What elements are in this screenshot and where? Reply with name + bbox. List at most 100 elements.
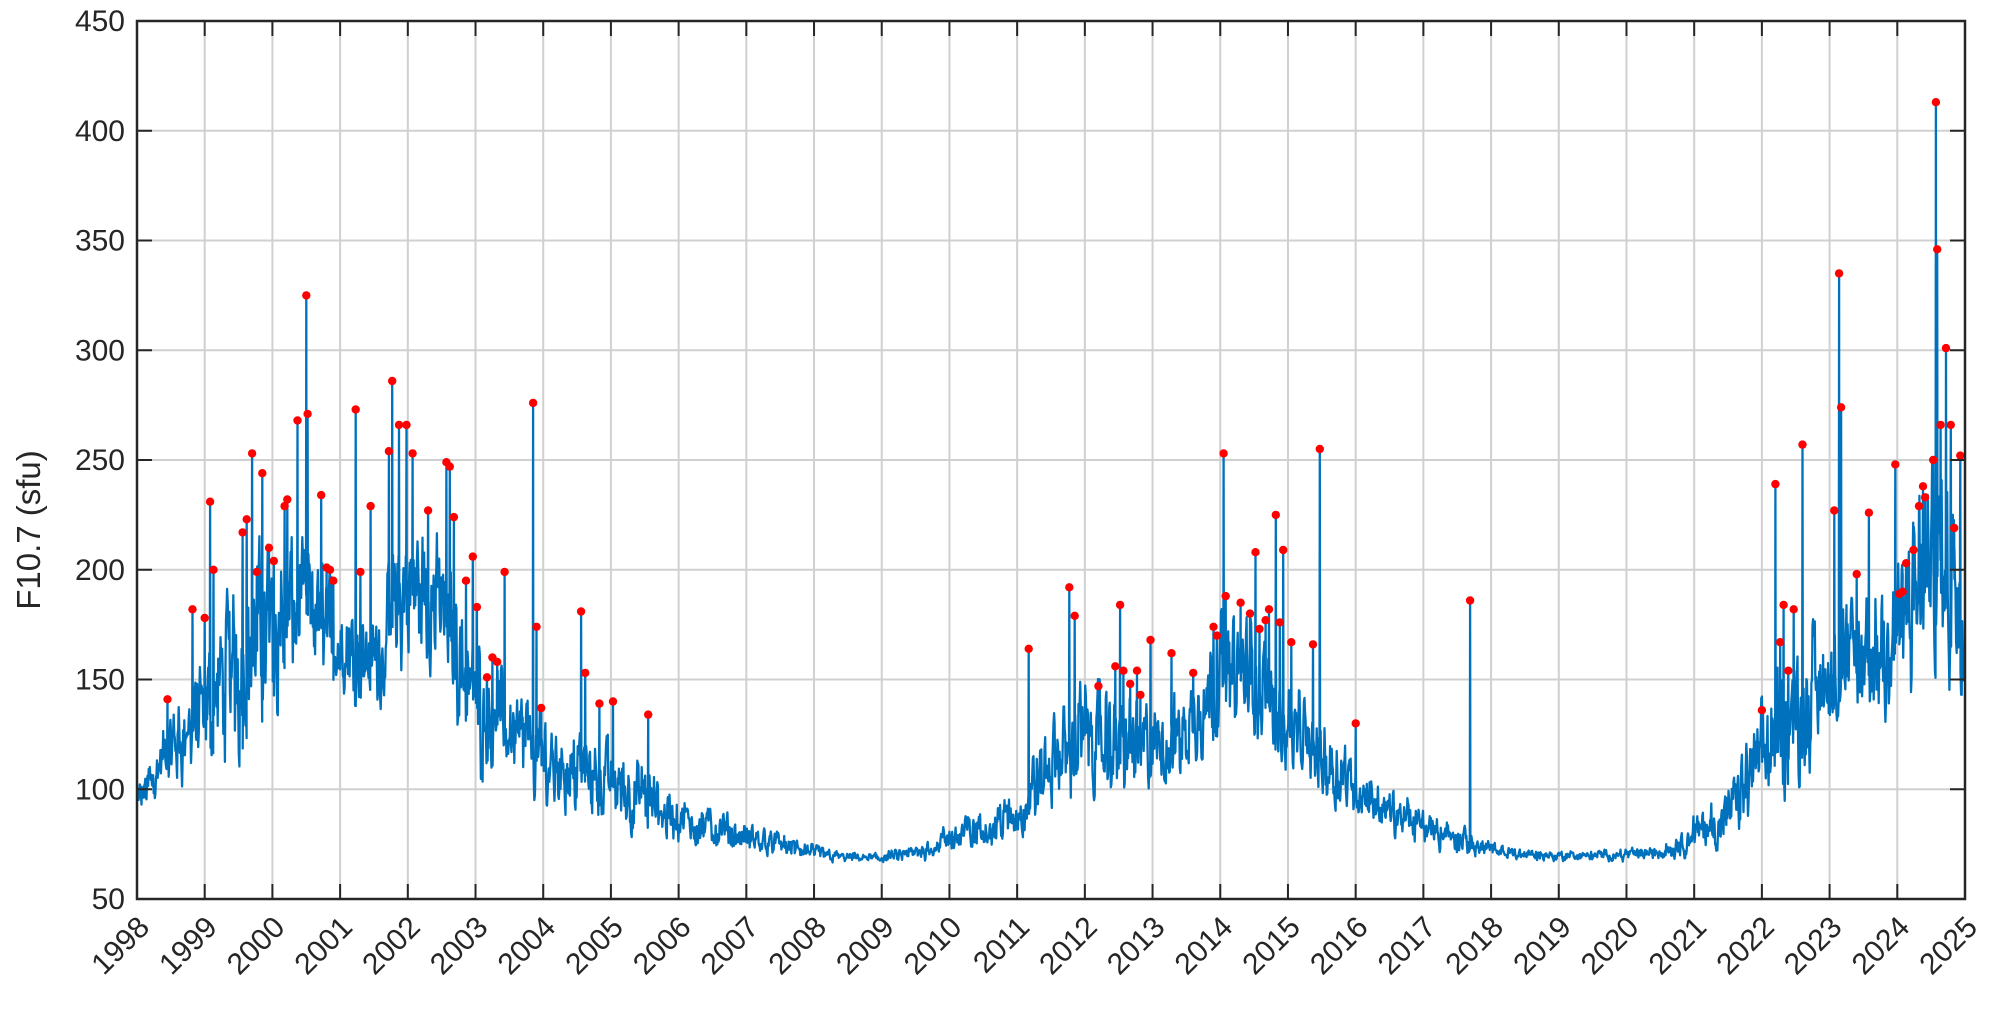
peak-marker (423, 506, 433, 515)
peak-marker (200, 613, 209, 623)
peak-marker (329, 576, 338, 585)
peak-marker (303, 409, 312, 419)
peak-marker (408, 449, 417, 458)
y-tick-label: 250 (75, 444, 125, 477)
peak-marker (1798, 440, 1807, 449)
peak-marker (581, 668, 590, 678)
peak-marker (1918, 482, 1928, 491)
plot-area (136, 98, 1966, 864)
peak-marker (1931, 98, 1941, 107)
peak-marker (1245, 609, 1255, 618)
peak-marker (493, 657, 502, 667)
peak-marker (576, 607, 586, 616)
peak-marker (1136, 690, 1145, 700)
peak-marker (1308, 640, 1318, 649)
peak-marker (1111, 662, 1120, 671)
y-tick-label: 150 (75, 664, 125, 697)
peak-marker (163, 695, 172, 704)
peak-marker (1946, 420, 1956, 430)
peak-marker (1956, 451, 1965, 460)
peak-marker (1119, 666, 1128, 675)
peak-marker (1757, 706, 1767, 715)
peak-marker (325, 565, 335, 574)
peak-marker (482, 673, 492, 682)
peak-marker (608, 697, 618, 706)
peak-marker (247, 449, 257, 458)
peak-marker (402, 420, 411, 430)
peak-marker (1936, 420, 1945, 430)
peak-marker (238, 528, 247, 537)
peak-marker (1132, 666, 1142, 675)
peak-marker (317, 490, 326, 500)
peak-marker (1914, 501, 1924, 511)
peak-marker (1146, 635, 1155, 645)
peak-marker (269, 556, 278, 566)
peak-marker (242, 515, 251, 524)
peak-marker (1115, 600, 1125, 610)
peak-marker (1219, 449, 1228, 458)
axes (135, 19, 1967, 901)
peak-marker (472, 602, 482, 612)
peak-marker (388, 376, 397, 386)
peak-marker (384, 447, 394, 456)
peak-marker (532, 622, 541, 631)
y-tick-label: 100 (75, 773, 125, 806)
peak-marker (449, 512, 459, 522)
peak-marker (500, 567, 509, 577)
peak-marker (1830, 506, 1839, 515)
peak-marker (252, 567, 261, 577)
peak-marker (283, 495, 292, 504)
peak-marker (1189, 668, 1198, 678)
peak-marker (1920, 493, 1930, 502)
peak-marker (468, 552, 477, 561)
peak-marker (1771, 479, 1780, 489)
peak-marker (1852, 569, 1861, 579)
peak-marker (1167, 649, 1176, 658)
peak-marker (528, 398, 538, 408)
peak-marker (1909, 545, 1918, 555)
y-tick-label: 300 (75, 334, 125, 367)
y-tick-label: 350 (75, 225, 125, 258)
peak-marker (1126, 679, 1135, 689)
peak-marker (644, 710, 653, 719)
peak-marker (595, 699, 604, 708)
peak-marker (356, 567, 365, 577)
peak-marker (302, 291, 311, 300)
peak-marker (1836, 403, 1846, 412)
peak-marker (1094, 681, 1103, 691)
peak-marker (209, 565, 218, 574)
peak-marker (1261, 616, 1270, 625)
peak-marker (264, 543, 274, 552)
peak-marker (1279, 545, 1288, 555)
peak-marker (1933, 245, 1942, 254)
peak-marker (258, 469, 267, 478)
peak-marker (1465, 596, 1475, 605)
peak-marker (1776, 638, 1785, 647)
peak-marker (293, 416, 302, 425)
peak-marker (445, 462, 454, 471)
peak-marker (1929, 455, 1938, 465)
series-line (136, 101, 1966, 864)
peak-marker (1264, 605, 1274, 614)
y-tick-label: 50 (92, 883, 125, 916)
peak-marker (537, 703, 546, 713)
axes-frame (135, 19, 1967, 901)
peak-marker (351, 405, 360, 414)
peak-marker (366, 501, 375, 511)
peak-marker (280, 501, 289, 511)
peak-marker (1941, 343, 1951, 353)
peak-marker (1255, 624, 1264, 634)
peak-marker (1209, 622, 1218, 631)
peak-marker (1315, 444, 1325, 454)
peak-marker (1024, 644, 1033, 653)
peak-marker (1251, 548, 1260, 557)
peak-marker (1271, 510, 1281, 520)
y-tick-label: 400 (75, 115, 125, 148)
peak-marker (1065, 583, 1074, 592)
peak-marker (1834, 269, 1844, 278)
peak-marker (1789, 605, 1798, 614)
peak-marker (1784, 666, 1793, 675)
peak-marker (1950, 523, 1959, 533)
y-axis-label: F10.7 (sfu) (10, 450, 47, 610)
